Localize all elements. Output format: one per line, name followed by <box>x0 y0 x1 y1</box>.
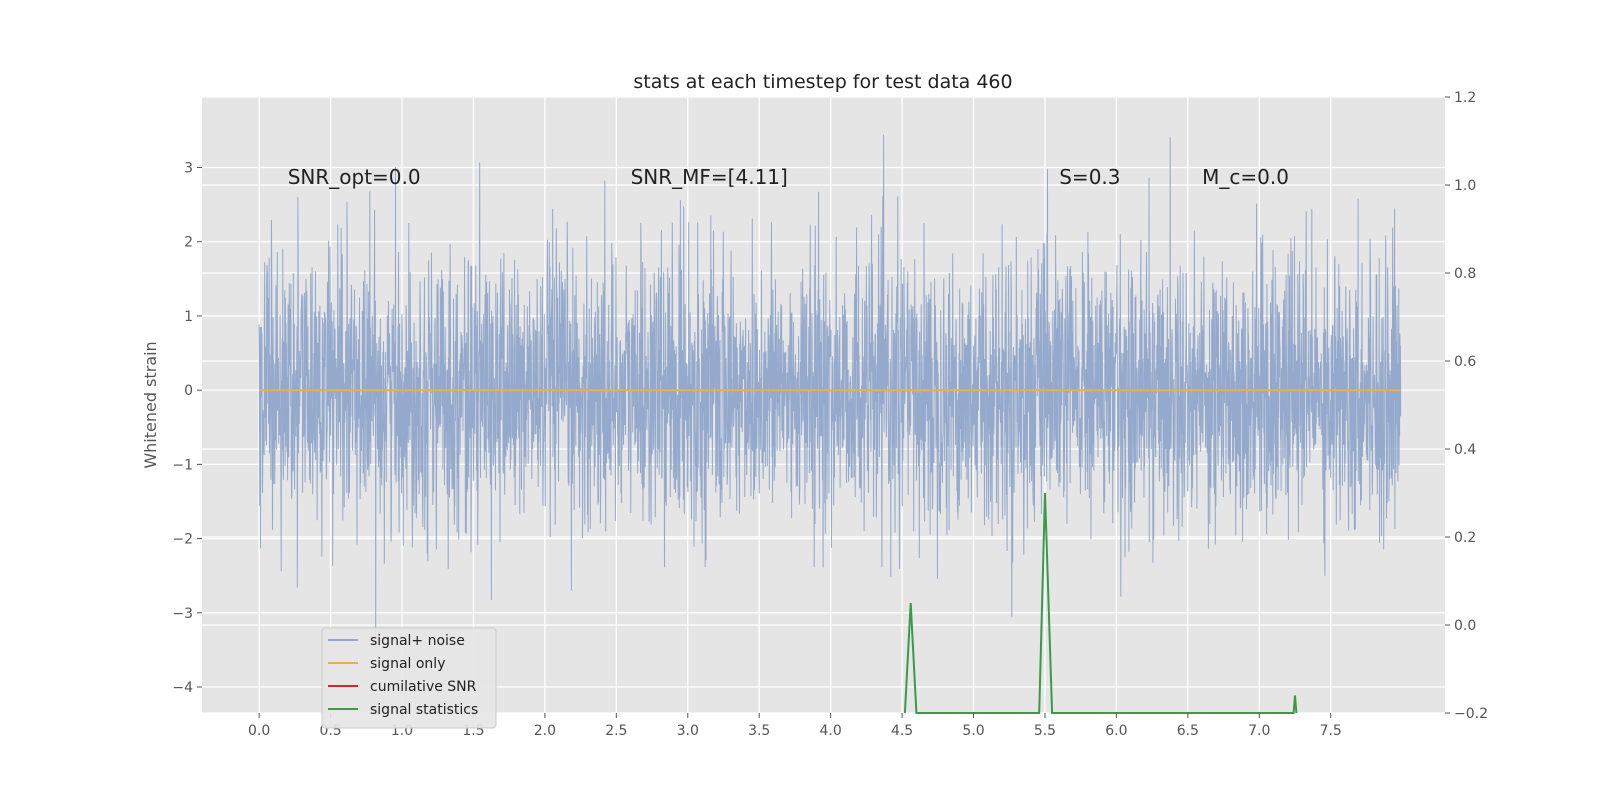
y-tick-label: −4 <box>172 680 193 696</box>
x-tick-label: 2.5 <box>605 723 627 739</box>
x-tick-label: 6.5 <box>1177 723 1199 739</box>
y2-tick-label: 0.0 <box>1454 618 1476 634</box>
x-tick-label: 4.0 <box>820 723 842 739</box>
x-tick-label: 3.0 <box>677 723 699 739</box>
x-tick-label: 5.5 <box>1034 723 1056 739</box>
y-axis-label: Whitened strain <box>141 341 160 468</box>
y-tick-label: −3 <box>172 606 193 622</box>
y2-tick-label: 0.2 <box>1454 530 1476 546</box>
y-tick-label: 1 <box>184 309 193 325</box>
annotation-text: M_c=0.0 <box>1202 165 1289 189</box>
y-tick-label: 0 <box>184 383 193 399</box>
x-tick-label: 2.0 <box>534 723 556 739</box>
x-tick-label: 0.0 <box>248 723 270 739</box>
x-tick-label: 5.0 <box>962 723 984 739</box>
y-tick-label: −1 <box>172 457 193 473</box>
annotation-text: SNR_opt=0.0 <box>288 165 421 189</box>
series-layer <box>258 134 1402 714</box>
y2-tick-label: 0.8 <box>1454 266 1476 282</box>
annotation-text: S=0.3 <box>1059 165 1120 189</box>
y2-tick-label: 0.4 <box>1454 442 1476 458</box>
y2-tick-label: 1.0 <box>1454 178 1476 194</box>
x-tick-label: 3.5 <box>748 723 770 739</box>
x-tick-label: 6.0 <box>1105 723 1127 739</box>
chart-title: stats at each timestep for test data 460 <box>633 71 1012 93</box>
y2-tick-label: 1.2 <box>1454 90 1476 106</box>
legend: signal+ noise signal only cumilative SNR si… <box>321 627 497 729</box>
x-tick-label: 7.5 <box>1320 723 1342 739</box>
y-tick-label: 2 <box>184 235 193 251</box>
y-tick-label: −2 <box>172 532 193 548</box>
annotations: SNR_opt=0.0 SNR_MF=[4.11] S=0.3 M_c=0.0 <box>288 165 1289 189</box>
series-line-signal-noise <box>258 134 1402 635</box>
x-tick-label: 4.5 <box>891 723 913 739</box>
legend-box <box>321 627 497 729</box>
legend-label: cumilative SNR <box>370 679 477 695</box>
y2-tick-label: −0.2 <box>1454 706 1488 722</box>
legend-label: signal only <box>370 656 445 672</box>
annotation-text: SNR_MF=[4.11] <box>631 165 788 189</box>
series-line-3 <box>903 492 1298 714</box>
y-tick-label: 3 <box>184 161 193 177</box>
x-tick-label: 7.0 <box>1248 723 1270 739</box>
legend-label: signal+ noise <box>370 633 465 649</box>
y2-tick-label: 0.6 <box>1454 354 1476 370</box>
legend-label: signal statistics <box>370 702 478 718</box>
